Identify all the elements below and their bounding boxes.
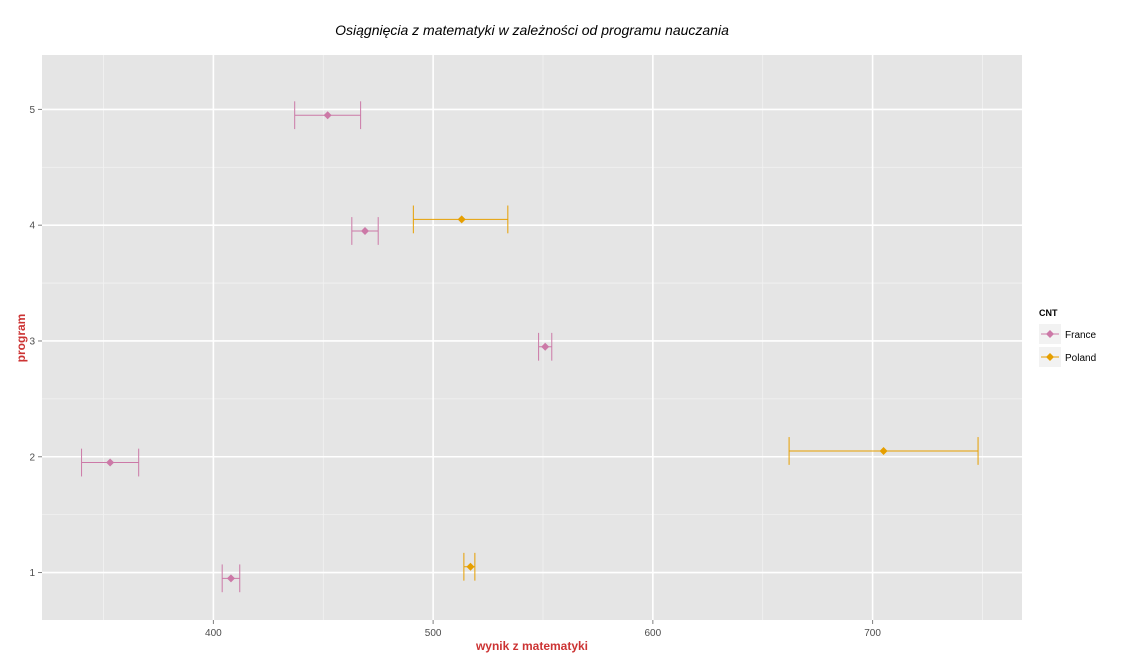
y-tick-label: 3: [29, 336, 35, 347]
y-tick-label: 4: [29, 221, 35, 232]
data-point: [106, 458, 115, 467]
plot-panel: [42, 55, 1022, 620]
x-tick-label: 500: [425, 628, 442, 639]
y-tick-label: 1: [29, 568, 35, 579]
chart-title: Osiągnięcia z matematyki w zależności od…: [335, 22, 729, 38]
x-tick-label: 400: [205, 628, 222, 639]
legend-key-point: [1046, 330, 1054, 338]
x-axis-ticks: 400 500 600 700: [205, 620, 881, 639]
data-point: [323, 111, 332, 120]
legend-title: CNT: [1039, 308, 1058, 318]
data-point: [879, 446, 888, 455]
grid-minor: [42, 55, 1022, 620]
data-point: [226, 574, 235, 583]
grid-major: [42, 55, 1022, 620]
x-tick-label: 700: [864, 628, 881, 639]
x-axis-label: wynik z matematyki: [475, 639, 588, 653]
data-point: [361, 226, 370, 235]
y-tick-label: 2: [29, 452, 35, 463]
y-axis-label: program: [14, 314, 28, 363]
y-axis-ticks: 1 2 3 4 5: [29, 105, 42, 579]
data-points: [106, 111, 888, 583]
y-tick-label: 5: [29, 105, 35, 116]
data-point: [457, 215, 466, 224]
data-point: [466, 562, 475, 571]
legend: CNT France Poland: [1039, 308, 1097, 367]
legend-key-point: [1046, 353, 1054, 361]
legend-label: France: [1065, 330, 1097, 341]
x-tick-label: 600: [645, 628, 662, 639]
legend-label: Poland: [1065, 353, 1096, 364]
data-point: [541, 342, 550, 351]
